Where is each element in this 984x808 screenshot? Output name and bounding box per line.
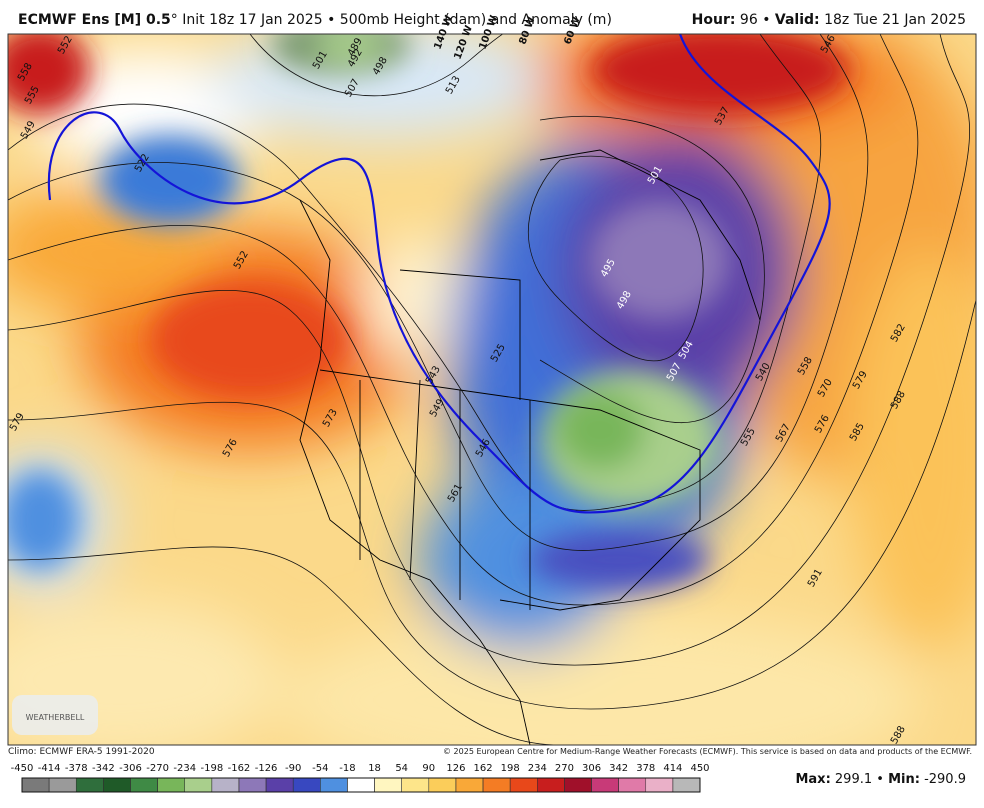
max-min: Max: 299.1 • Min: -290.9 [795,772,966,787]
colorbar-segment [157,777,185,793]
separator: • [876,772,884,787]
colorbar-segment [428,777,457,793]
colorbar-segment [455,777,484,793]
separator: • [762,12,771,28]
colorbar-label: -198 [200,763,223,774]
min: -290.9 [924,772,966,787]
colorbar-label: 306 [582,763,601,774]
init: Init 18z 17 Jan 2025 [182,12,323,28]
colorbar-segment [347,777,375,793]
colorbar-label: 90 [422,763,435,774]
colorbar-label: 342 [609,763,628,774]
colorbar-segment [265,777,294,793]
colorbar-segment [103,777,131,793]
colorbar-label: -306 [119,763,142,774]
colorbar-segment [509,777,538,793]
hour-label: Hour: [691,12,736,28]
max-label: Max: [795,772,831,787]
colorbar-label: 162 [473,763,492,774]
colorbar-label: -90 [285,763,301,774]
colorbar-label: 450 [690,763,709,774]
title: ECMWF Ens [M] 0.5° Init 18z 17 Jan 2025 … [18,12,612,28]
colorbar-segment [645,777,674,793]
colorbar-segment [292,777,321,793]
separator: • [327,12,336,28]
logo: WEATHERBELL [26,713,85,722]
colorbar-label: 54 [395,763,408,774]
hour: 96 [739,12,758,28]
colorbar-label: 414 [663,763,682,774]
colorbar-segment [401,777,430,793]
colorbar-label: -234 [173,763,196,774]
copyright: © 2025 European Centre for Medium-Range … [443,747,972,756]
colorbar-segment [238,777,267,793]
colorbar-label: 18 [368,763,381,774]
degree: ° [170,12,178,28]
colorbar-label: 198 [501,763,520,774]
colorbar-label: -126 [255,763,278,774]
colorbar-label: -162 [228,763,251,774]
colorbar-segment [482,777,511,793]
model: ECMWF Ens [M] 0.5 [18,12,171,28]
colorbar-segment [320,777,348,793]
colorbar-label: 378 [636,763,655,774]
political-boundaries [299,149,761,745]
colorbar-segment [374,777,402,793]
colorbar-segment [130,777,158,793]
max: 299.1 [834,772,873,787]
contour-540 [47,34,831,514]
colorbar-label: -270 [146,763,169,774]
climo: Climo: ECMWF ERA-5 1991-2020 [8,747,155,757]
colorbar-segment [211,777,240,793]
valid-label: Valid: [774,12,820,28]
valid: 18z Tue 21 Jan 2025 [824,12,966,28]
colorbar-segment [564,777,592,793]
colorbar-label: -54 [312,763,328,774]
colorbar-label: 234 [528,763,547,774]
colorbar-segment [672,777,701,793]
colorbar-segment [591,777,619,793]
product: 500mb Height (dam) and Anomaly (m) [339,12,612,28]
colorbar-label: -378 [65,763,88,774]
colorbar-frame [21,777,701,793]
colorbar-segment [75,777,104,793]
colorbar-segment [184,777,213,793]
colorbar-segment [21,777,50,793]
colorbar-segment [537,777,565,793]
colorbar-label: -414 [38,763,61,774]
min-label: Min: [888,772,920,787]
colorbar-segment [618,777,647,793]
colorbar-label: -450 [11,763,34,774]
anomaly-field: WEATHERBELL [8,34,976,745]
colorbar-segment [48,777,77,793]
colorbar-label: -18 [339,763,355,774]
colorbar-label: 126 [446,763,465,774]
colorbar-label: 270 [555,763,574,774]
colorbar-label: -342 [92,763,115,774]
valid-info: Hour: 96 • Valid: 18z Tue 21 Jan 2025 [692,12,966,28]
